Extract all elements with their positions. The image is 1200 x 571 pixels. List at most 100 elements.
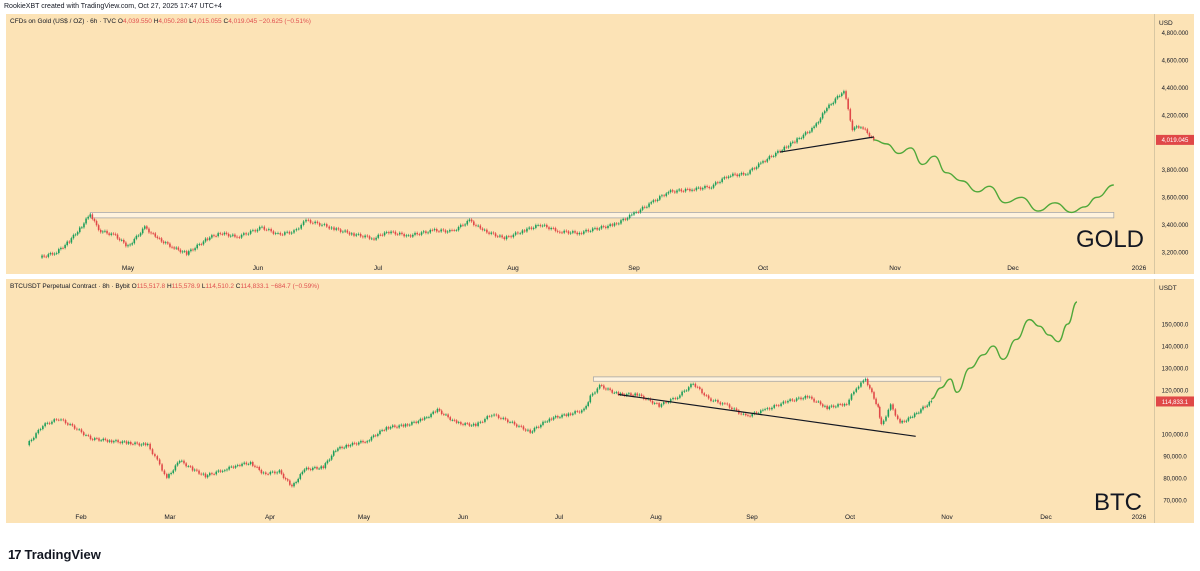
btc-candle-body [379,430,381,435]
gold-candle-body [314,221,316,224]
btc-candle-body [98,438,100,441]
btc-candle-body [271,471,274,473]
gold-candle-body [49,253,52,255]
gold-currency-label[interactable]: USD [1159,20,1173,27]
gold-resistance-box[interactable] [89,211,1115,219]
gold-candle-body [258,226,261,230]
btc-candle-body [745,413,747,416]
gold-candle-body [227,233,230,237]
btc-candle-body [299,474,302,479]
btc-resistance-box[interactable] [593,376,942,382]
btc-candle-body [440,410,443,415]
btc-trendline[interactable] [618,393,916,437]
gold-candle-body [420,232,423,235]
gold-candle-body [87,216,89,219]
gold-candle-body [398,232,401,235]
btc-candle-body [181,460,183,462]
btc-price-axis[interactable]: USDT 150,000.0 140,000.0 130,000.0 120,000.0… [1154,279,1195,523]
gold-candle-body [770,156,773,157]
btc-candle-body [755,412,758,414]
gold-candle-body [620,220,622,224]
btc-candle-body [828,406,831,409]
gold-candle-body [211,235,213,238]
btc-candle-body [583,408,585,411]
btc-candle-body [518,425,520,427]
btc-candle-body [632,395,634,397]
btc-candle-body [679,395,681,398]
gold-plot-area[interactable]: May Jun Jul Aug Sep Oct Nov Dec 2026 CFDs on Gol… [6,14,1154,274]
gold-candle-body [526,228,528,232]
btc-candle-body [301,471,304,475]
gold-candle-body [706,186,708,187]
btc-x-tick-oct: Oct [845,514,855,521]
gold-candle-body [85,218,87,224]
btc-candle-body [481,421,484,423]
btc-high-value: 115,578.9 [171,283,201,290]
gold-y-tick-label: 3,800.000 [1162,168,1189,174]
gold-candle-body [483,229,486,231]
gold-price-axis[interactable]: USD 4,800.000 4,600.000 4,400.000 4,200.000 4… [1154,14,1195,274]
gold-candle-body [232,234,234,236]
gold-candle-body [745,174,747,176]
gold-candle-body [146,226,148,229]
gold-candle-body [569,232,572,234]
gold-candle-body [64,245,66,249]
btc-price-axis-svg[interactable]: USDT 150,000.0 140,000.0 130,000.0 120,000.0… [1155,279,1195,523]
btc-candle-body [430,413,432,418]
btc-candle-body [413,421,415,423]
btc-candle-body [208,473,211,476]
btc-candle-body [404,424,407,427]
btc-currency-label[interactable]: USDT [1159,285,1177,292]
gold-candle-body [81,227,83,229]
btc-projection-path[interactable] [931,301,1078,400]
btc-candle-body [609,388,611,391]
gold-price-axis-svg[interactable]: USD 4,800.000 4,600.000 4,400.000 4,200.000 4… [1155,14,1195,274]
btc-candle-body [69,423,71,425]
btc-candle-body [548,418,551,422]
btc-candle-body [161,464,163,471]
gold-candle-body [359,233,362,237]
tradingview-logo[interactable]: 17 TradingView [8,544,101,564]
gold-candle-body [129,244,131,246]
btc-candle-body [432,411,434,414]
gold-candle-body [697,187,700,189]
btc-candle-body [628,393,630,395]
btc-candle-body [295,482,297,484]
gold-chart-svg[interactable]: May Jun Jul Aug Sep Oct Nov Dec 2026 [6,14,1154,274]
btc-candle-body [832,405,835,408]
btc-candle-body [728,404,731,408]
gold-candle-body [676,190,678,193]
btc-price-candles[interactable] [28,377,933,488]
btc-candle-body [60,419,62,421]
gold-candle-body [55,253,58,254]
gold-candle-body [639,209,642,213]
gold-candle-body [823,111,826,114]
gold-projection-path[interactable] [873,139,1114,214]
gold-candle-body [523,230,526,232]
btc-chart-panel[interactable]: Feb Mar Apr May Jun Jul Aug Sep Oct Nov Dec 2026 BT… [6,279,1194,523]
gold-trendline[interactable] [779,136,874,153]
gold-candle-body [377,234,380,238]
btc-candle-body [355,443,358,445]
btc-candle-body [656,403,658,404]
btc-candle-body [550,418,553,420]
gold-candle-body [150,232,152,234]
gold-candle-body [89,214,92,217]
gold-candle-body [45,256,48,258]
gold-candle-body [256,229,259,232]
gold-candle-body [714,182,717,185]
gold-price-candles[interactable] [41,89,875,260]
btc-candle-body [694,383,697,387]
gold-chart-panel[interactable]: May Jun Jul Aug Sep Oct Nov Dec 2026 CFDs on Gol… [6,14,1194,274]
btc-candle-body [387,427,390,429]
gold-candle-body [309,220,312,223]
gold-candle-body [464,224,466,226]
btc-candle-body [795,398,798,401]
btc-candle-body [808,396,811,398]
btc-plot-area[interactable]: Feb Mar Apr May Jun Jul Aug Sep Oct Nov Dec 2026 BT… [6,279,1154,523]
gold-candle-body [860,127,862,129]
btc-candle-body [864,378,867,381]
btc-candle-body [714,400,717,401]
btc-chart-svg[interactable]: Feb Mar Apr May Jun Jul Aug Sep Oct Nov Dec 2026 [6,279,1154,523]
btc-candle-body [502,417,505,419]
